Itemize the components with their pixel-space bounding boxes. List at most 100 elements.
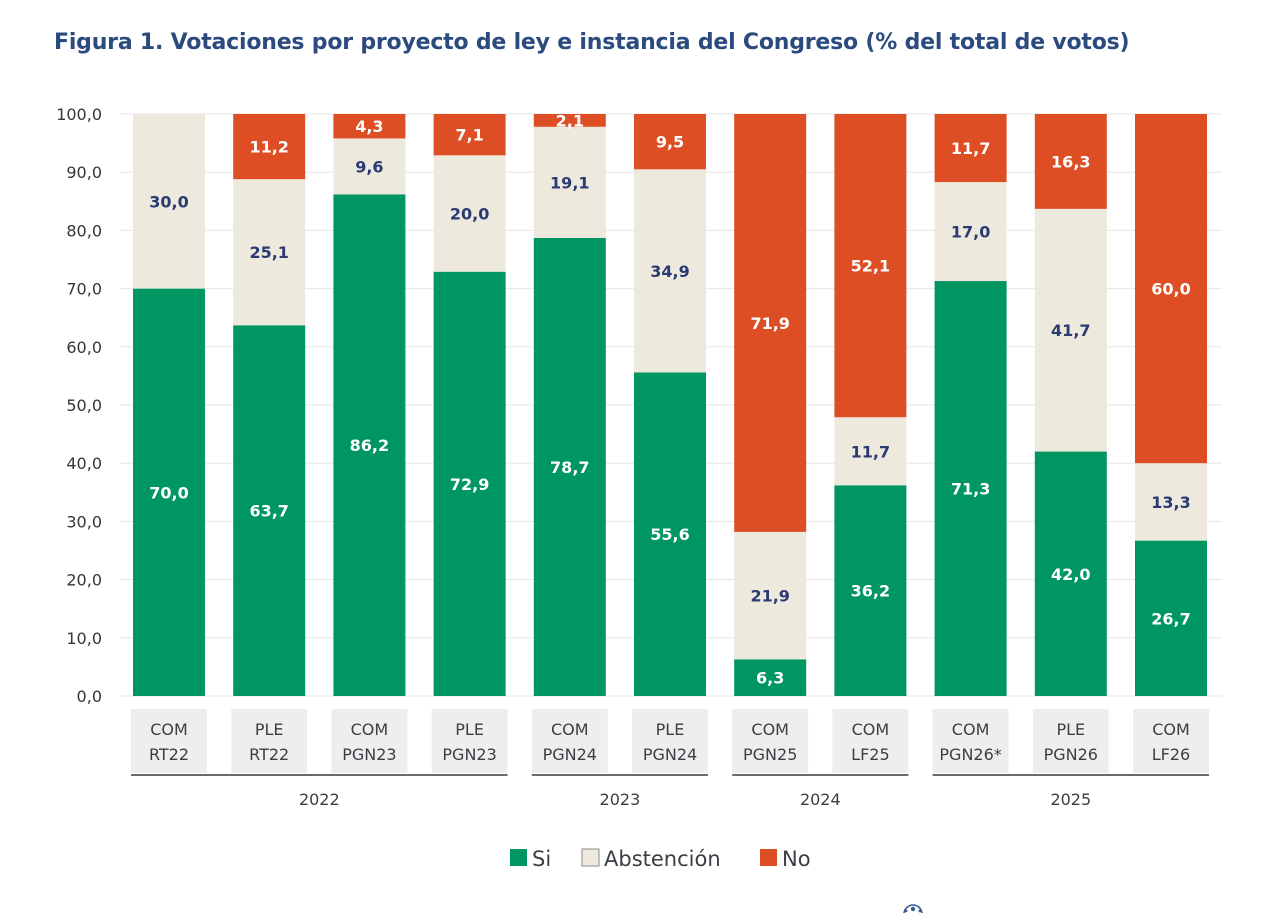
category-box (1032, 709, 1109, 773)
category-label-line1: COM (150, 720, 188, 739)
data-label-no: 71,9 (750, 314, 789, 333)
data-label-no: 11,2 (249, 138, 288, 157)
bar-segment-no (734, 114, 807, 532)
data-label-no: 4,3 (355, 117, 383, 136)
data-label-si: 71,3 (951, 480, 990, 499)
category-label-line1: COM (952, 720, 990, 739)
bar-segment-abstencion (233, 179, 306, 326)
data-label-si: 78,7 (550, 458, 589, 477)
bar-segment-si (734, 659, 807, 696)
y-tick-label: 30,0 (66, 512, 102, 531)
y-tick-label: 100,0 (56, 105, 102, 124)
bar-segment-no (834, 114, 907, 418)
data-label-abstencion: 30,0 (149, 192, 188, 211)
year-label: 2024 (800, 790, 841, 809)
legend-swatch-no (760, 849, 777, 866)
y-tick-label: 50,0 (66, 396, 102, 415)
year-label: 2025 (1050, 790, 1091, 809)
data-label-abstencion: 13,3 (1151, 493, 1190, 512)
data-label-abstencion: 25,1 (249, 243, 288, 262)
data-label-si: 42,0 (1051, 565, 1090, 584)
bar-segment-abstencion (734, 531, 807, 660)
bar-segment-si (834, 485, 907, 696)
bar-segment-abstencion (1135, 463, 1207, 541)
year-label: 2022 (299, 790, 340, 809)
data-label-abstencion: 11,7 (851, 442, 890, 461)
data-label-si: 36,2 (851, 582, 890, 601)
bar-segment-no (433, 114, 506, 156)
x-axis-categories: COM RT22 PLE RT22 COM PGN23 PLE PGN23 COM PGN24 PL… (131, 709, 1209, 773)
category-box (932, 709, 1009, 773)
data-label-si: 70,0 (149, 483, 188, 502)
category-label-line2: PGN23 (342, 745, 396, 764)
category-box (231, 709, 308, 773)
y-tick-label: 60,0 (66, 338, 102, 357)
y-axis-ticks: 0,0 10,0 20,0 30,0 40,0 50,0 60,0 70,0 80,0 90,0 1… (56, 105, 102, 706)
data-label-si: 72,9 (450, 475, 489, 494)
bar-segment-si (1135, 540, 1207, 696)
category-box (431, 709, 508, 773)
year-label: 2023 (600, 790, 641, 809)
category-label-line1: PLE (255, 720, 284, 739)
legend: Si Abstención No (510, 847, 811, 871)
data-label-si: 26,7 (1151, 609, 1190, 628)
bar-segment-abstencion (634, 169, 706, 373)
category-label-line2: RT22 (249, 745, 289, 764)
data-label-abstencion: 34,9 (650, 262, 689, 281)
y-tick-label: 90,0 (66, 163, 102, 182)
y-tick-label: 0,0 (77, 687, 102, 706)
bar-segment-no (934, 114, 1007, 183)
data-label-no: 60,0 (1151, 280, 1190, 299)
institution-logo-icon (893, 899, 933, 913)
data-label-no: 7,1 (455, 126, 483, 145)
category-label-line1: COM (751, 720, 789, 739)
category-label-line1: COM (852, 720, 890, 739)
y-tick-label: 40,0 (66, 454, 102, 473)
category-label-line2: RT22 (149, 745, 189, 764)
category-label-line2: PGN26* (939, 745, 1001, 764)
data-label-abstencion: 20,0 (450, 205, 489, 224)
legend-swatch-si (510, 849, 527, 866)
bar-segment-si (934, 281, 1007, 696)
data-label-si: 6,3 (756, 669, 784, 688)
data-label-no: 52,1 (851, 257, 890, 276)
category-box (1133, 709, 1209, 773)
bar-segment-no (333, 114, 406, 139)
category-label-line2: PGN23 (442, 745, 496, 764)
data-label-abstencion: 41,7 (1051, 321, 1090, 340)
bar-segment-si (333, 194, 406, 697)
data-label-no: 2,1 (556, 111, 584, 130)
data-label-abstencion: 9,6 (355, 157, 383, 176)
category-label-line2: LF25 (851, 745, 889, 764)
bar-segment-abstencion (433, 155, 506, 272)
category-label-line2: PGN25 (743, 745, 797, 764)
x-axis-years: 2022 2023 2024 2025 (131, 774, 1209, 809)
bar-segment-si (634, 372, 706, 696)
bar-segment-abstencion (1034, 208, 1107, 452)
category-label-line2: PGN24 (543, 745, 597, 764)
legend-swatch-abstencion (581, 848, 600, 867)
bar-segment-abstencion (333, 138, 406, 195)
data-label-si: 86,2 (350, 436, 389, 455)
category-label-line1: COM (351, 720, 389, 739)
bar-segment-si (433, 271, 506, 696)
bars (133, 114, 1207, 697)
category-label-line2: LF26 (1152, 745, 1190, 764)
category-label-line1: COM (551, 720, 589, 739)
bar-segment-si (1034, 451, 1107, 696)
category-label-line2: PGN24 (643, 745, 697, 764)
bar-segment-si (233, 325, 306, 696)
y-tick-label: 20,0 (66, 571, 102, 590)
category-box (732, 709, 809, 773)
category-label-line1: PLE (455, 720, 484, 739)
data-label-no: 9,5 (656, 133, 684, 152)
legend-label-abstencion: Abstención (604, 847, 721, 871)
category-box (531, 709, 608, 773)
bar-segment-no (533, 114, 606, 127)
y-tick-label: 70,0 (66, 280, 102, 299)
bar-segment-si (133, 288, 205, 696)
data-label-si: 55,6 (650, 525, 689, 544)
chart-title: Figura 1. Votaciones por proyecto de ley… (54, 30, 1130, 55)
data-label-abstencion: 17,0 (951, 223, 990, 242)
